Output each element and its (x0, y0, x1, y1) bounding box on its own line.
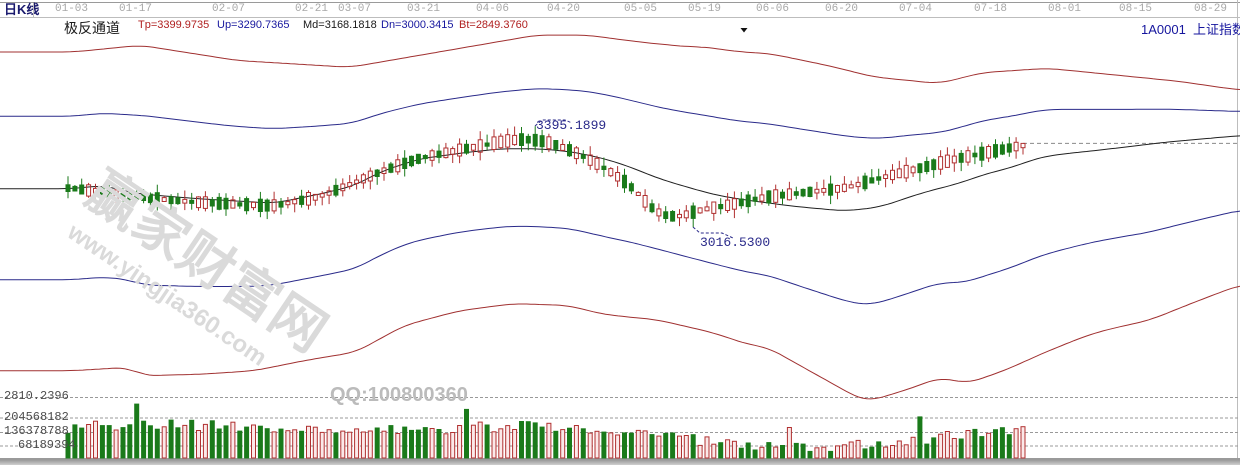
svg-text:3016.5300: 3016.5300 (700, 235, 770, 250)
svg-text:3395.1899: 3395.1899 (536, 118, 606, 133)
